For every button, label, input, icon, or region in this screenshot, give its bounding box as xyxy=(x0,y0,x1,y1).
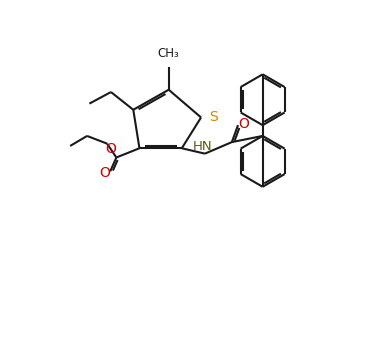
Text: HN: HN xyxy=(193,140,213,153)
Text: O: O xyxy=(239,117,249,131)
Text: O: O xyxy=(105,142,115,156)
Text: S: S xyxy=(209,111,217,125)
Text: O: O xyxy=(99,166,110,180)
Text: CH₃: CH₃ xyxy=(158,47,180,60)
